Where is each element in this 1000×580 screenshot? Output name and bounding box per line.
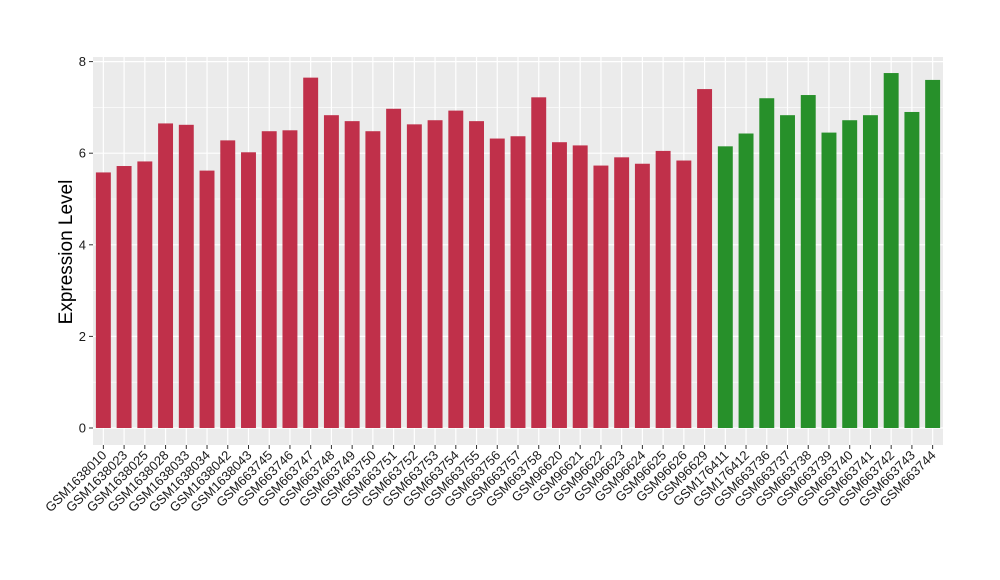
- bar-GSM663747: [303, 77, 319, 428]
- bar-GSM1638025: [137, 161, 153, 428]
- y-tick-label: 2: [79, 329, 86, 344]
- bar-GSM1638028: [158, 123, 174, 429]
- y-tick-label: 4: [79, 237, 86, 252]
- bar-GSM663751: [386, 108, 402, 429]
- x-axis: GSM1638010GSM1638023GSM1638025GSM1638028…: [42, 445, 939, 515]
- bar-GSM663748: [323, 115, 339, 428]
- bar-GSM96629: [697, 89, 713, 428]
- bar-GSM663749: [344, 121, 360, 428]
- bar-GSM663756: [489, 138, 505, 428]
- bar-GSM1638042: [220, 140, 236, 428]
- y-axis: 0 2 4 6 8: [79, 54, 93, 436]
- bar-GSM663752: [406, 124, 422, 428]
- bar-GSM96623: [614, 157, 630, 428]
- bar-GSM663742: [883, 73, 899, 429]
- bar-GSM1638033: [178, 124, 194, 428]
- y-axis-title: Expression Level: [56, 180, 77, 325]
- bar-GSM663741: [862, 115, 878, 428]
- bar-GSM663758: [531, 97, 547, 428]
- bar-GSM663745: [261, 131, 277, 428]
- bar-GSM663739: [821, 132, 837, 428]
- bar-GSM663738: [800, 95, 816, 428]
- bar-GSM663750: [365, 131, 381, 428]
- bar-GSM96620: [552, 142, 567, 428]
- y-tick-label: 0: [79, 421, 86, 436]
- bar-GSM96624: [634, 163, 650, 428]
- bar-GSM1638010: [95, 172, 111, 428]
- bar-GSM663755: [469, 121, 484, 428]
- bar-GSM96625: [655, 150, 671, 428]
- bar-GSM96622: [593, 165, 609, 429]
- bar-GSM663743: [904, 111, 920, 428]
- bar-GSM96621: [572, 145, 588, 428]
- bar-GSM663753: [427, 120, 443, 428]
- bar-GSM176411: [717, 146, 733, 428]
- bar-GSM1638034: [199, 170, 215, 428]
- bar-GSM1638023: [116, 166, 132, 429]
- bar-GSM663746: [282, 130, 298, 429]
- bar-GSM1638043: [241, 152, 256, 428]
- bar-GSM663744: [925, 79, 941, 429]
- bar-GSM663736: [759, 98, 775, 429]
- bars: [95, 73, 941, 429]
- bar-GSM663740: [842, 120, 858, 428]
- y-tick-label: 6: [79, 146, 86, 161]
- bar-GSM663737: [780, 115, 795, 428]
- bar-GSM176412: [738, 133, 754, 429]
- bar-GSM663757: [510, 136, 526, 428]
- bar-GSM663754: [448, 110, 464, 428]
- bar-GSM96626: [676, 160, 692, 428]
- y-tick-label: 8: [79, 54, 86, 69]
